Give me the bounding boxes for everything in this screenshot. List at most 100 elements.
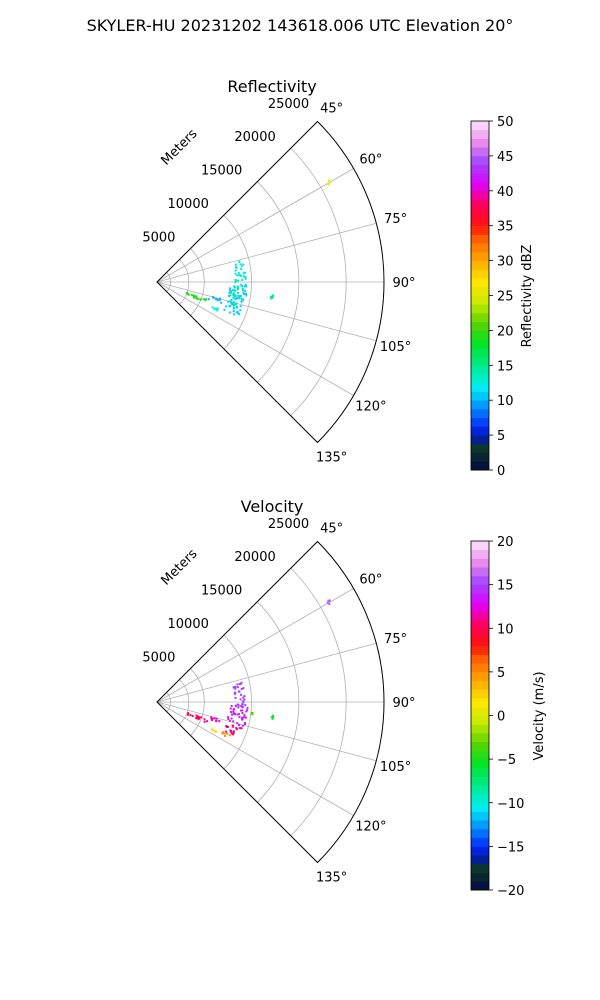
radar-gate [234, 289, 237, 292]
radar-gate [219, 297, 221, 300]
radar-gate [190, 293, 193, 296]
radar-gate [197, 298, 200, 301]
radar-gate [233, 692, 236, 695]
radar-gate [245, 293, 247, 295]
radar-gate [236, 686, 239, 689]
azimuth-gridline-75 [156, 222, 377, 283]
radar-gate [229, 707, 232, 710]
colorbar-segment [471, 278, 489, 288]
radar-gate [271, 716, 274, 718]
radar-gate [228, 291, 231, 294]
radar-gate [234, 686, 237, 689]
radar-gate [232, 731, 235, 734]
radar-gate [198, 716, 201, 719]
radar-gate [218, 720, 221, 723]
radial-tick-label-20000: 20000 [234, 550, 275, 565]
radar-gate [237, 279, 240, 282]
radar-gate [238, 724, 241, 726]
azimuth-gridline-120 [156, 281, 354, 396]
colorbar-tick-label: 15 [497, 359, 514, 374]
colorbar-segment [471, 785, 489, 795]
radar-gate [243, 698, 246, 701]
radar-gate [234, 263, 237, 266]
colorbar-tick-label: 20 [497, 535, 514, 550]
radar-gate [237, 272, 240, 275]
colorbar-segment [471, 715, 489, 725]
radar-gate [230, 705, 233, 707]
velocity-title: Velocity [241, 497, 304, 516]
radar-gate [241, 287, 244, 290]
colorbar-segment [471, 872, 489, 882]
radar-gate [195, 714, 198, 717]
radial-tick-label-25000: 25000 [268, 517, 309, 532]
radar-gate [271, 295, 274, 298]
radar-gate [234, 696, 237, 699]
radar-gate [216, 307, 219, 310]
radar-gate [229, 290, 232, 293]
colorbar-tick-label: 25 [497, 290, 514, 305]
colorbar-tick-label: 50 [497, 115, 514, 130]
radar-gate [242, 298, 245, 301]
radar-gate [206, 720, 209, 723]
radar-gate [213, 717, 216, 720]
radar-gate [244, 277, 247, 280]
colorbar-segment [471, 654, 489, 664]
radar-gate [234, 269, 237, 272]
figure-title: SKYLER-HU 20231202 143618.006 UTC Elevat… [87, 16, 514, 35]
radar-gate [232, 293, 235, 296]
radar-gate [237, 294, 240, 297]
radar-gate [241, 716, 243, 719]
radial-tick-label-15000: 15000 [201, 164, 242, 179]
sector-outline [156, 540, 385, 864]
colorbar-segment [471, 347, 489, 357]
radar-gate [234, 297, 237, 300]
colorbar-segment [471, 286, 489, 296]
radar-gate [186, 292, 188, 294]
radar-gate [228, 295, 231, 297]
radar-gate [228, 304, 231, 307]
radar-gate [235, 728, 238, 731]
radar-gate [230, 717, 233, 720]
colorbar-segment [471, 724, 489, 734]
radar-gate [195, 295, 198, 298]
radar-gate [239, 305, 242, 308]
radar-gate [239, 698, 242, 701]
radar-gate [244, 722, 246, 724]
colorbar-tick-label: 30 [497, 255, 514, 270]
colorbar-segment [471, 374, 489, 384]
radar-gate [192, 294, 195, 297]
radar-gate [240, 693, 242, 696]
radar-gate [237, 704, 240, 707]
radar-gate [242, 687, 245, 690]
radar-gate [203, 720, 206, 723]
colorbar-segment [471, 628, 489, 638]
radar-gate [242, 275, 245, 278]
radar-gate [232, 292, 235, 295]
radial-tick-label-15000: 15000 [201, 584, 242, 599]
radar-gate [187, 713, 189, 716]
radar-gate [236, 285, 239, 288]
colorbar-segment [471, 408, 489, 419]
colorbar-segment [471, 671, 489, 682]
radar-gate [227, 718, 230, 720]
radar-gate [221, 732, 224, 735]
radar-gate [237, 288, 239, 290]
radar-gate [240, 265, 243, 268]
radar-gate [244, 716, 247, 719]
radar-gate [215, 717, 218, 720]
colorbar-segment [471, 794, 489, 804]
radar-gate [241, 712, 244, 714]
colorbar-segment [471, 243, 489, 253]
radar-gate [223, 308, 226, 311]
radial-tick-label-10000: 10000 [168, 197, 209, 212]
colorbar-segment [471, 435, 489, 445]
colorbar-segment [471, 645, 489, 655]
reflectivity-title: Reflectivity [227, 77, 316, 96]
radar-gate [233, 285, 236, 288]
colorbar-segment [471, 741, 489, 751]
radar-gate [236, 274, 239, 277]
radar-gate [238, 690, 241, 693]
azimuth-tick-label-120: 120° [355, 820, 386, 835]
colorbar-segment [471, 619, 489, 629]
azimuth-tick-label-45: 45° [320, 521, 343, 536]
